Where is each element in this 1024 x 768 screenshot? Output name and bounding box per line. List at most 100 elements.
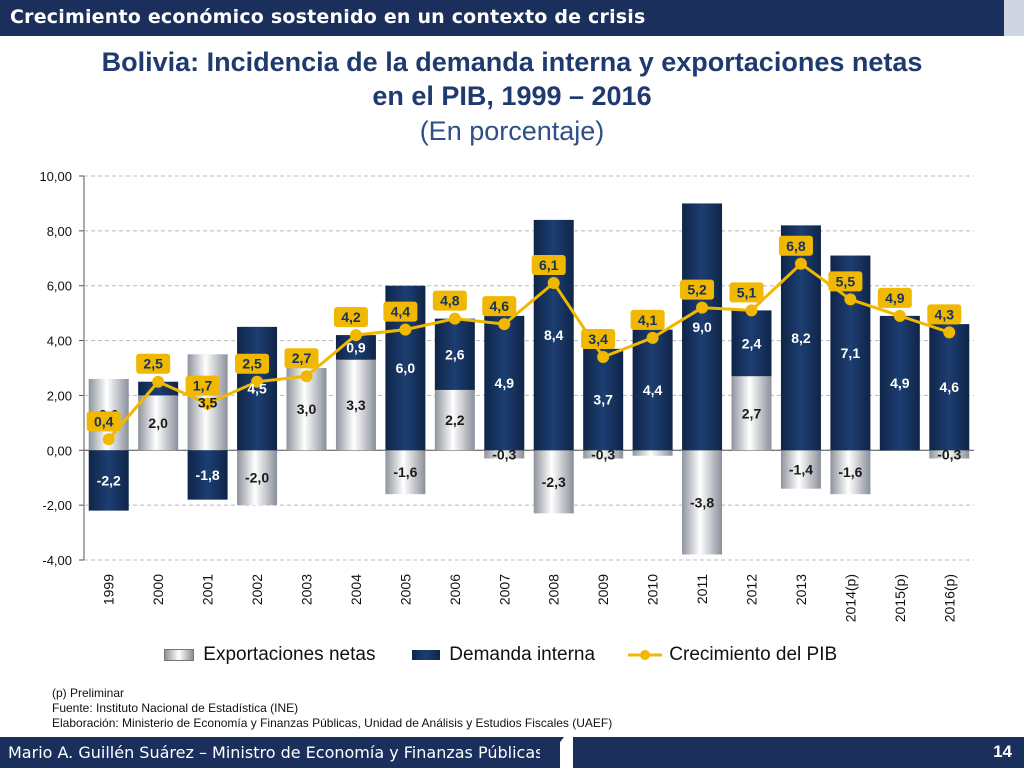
y-tick-label: 8,00	[47, 224, 72, 239]
gdp-label: 4,2	[341, 309, 361, 325]
bar-exportaciones	[830, 450, 871, 495]
y-tick-label: 6,00	[47, 279, 72, 294]
point-crecimiento-pib	[201, 397, 214, 410]
chart-notes: (p) Preliminar Fuente: Instituto Naciona…	[52, 686, 612, 731]
x-tick-label: 2013	[793, 574, 809, 605]
gdp-label-box	[531, 254, 566, 275]
legend-swatch-domestic	[412, 649, 440, 660]
point-crecimiento-pib	[745, 304, 758, 317]
gdp-label-box	[581, 329, 616, 350]
legend-label-exports: Exportaciones netas	[203, 644, 376, 665]
bar-demanda	[632, 329, 673, 451]
bar-exportaciones	[731, 376, 772, 451]
footer-author: Mario A. Guillén Suárez – Ministro de Ec…	[8, 743, 544, 762]
bar-demanda	[731, 310, 772, 377]
gdp-label: 5,1	[737, 284, 757, 300]
x-tick-label: 2004	[348, 574, 364, 605]
gdp-label: 3,4	[588, 331, 608, 347]
y-tick-label: -4,00	[42, 553, 72, 568]
page-number: 14	[993, 742, 1012, 761]
bar-exportaciones	[385, 450, 426, 495]
point-crecimiento-pib	[300, 370, 313, 383]
bar-exportaciones	[237, 450, 278, 506]
bar-exportaciones	[434, 389, 475, 451]
y-tick-label: 2,00	[47, 388, 72, 403]
banner-text: Crecimiento económico sostenido en un co…	[10, 6, 646, 28]
bar-demanda	[187, 450, 228, 500]
gdp-label: 6,8	[786, 238, 806, 254]
x-tick-label: 2005	[397, 574, 413, 605]
bar-demanda	[929, 324, 970, 451]
bar-exportaciones	[583, 450, 624, 459]
bar-exportaciones	[929, 450, 970, 459]
gdp-label: 2,5	[143, 356, 163, 372]
legend-swatch-gdp	[628, 649, 662, 660]
bar-label-exportaciones: -1,4	[789, 461, 813, 477]
bar-label-demanda: 4,4	[643, 382, 663, 398]
gdp-label: 4,1	[638, 312, 658, 328]
point-crecimiento-pib	[547, 276, 560, 289]
x-tick-label: 2010	[645, 574, 661, 605]
bar-demanda	[583, 348, 624, 451]
point-crecimiento-pib	[251, 375, 264, 388]
gdp-label-box	[136, 353, 171, 374]
x-tick-label: 2000	[150, 574, 166, 605]
bar-label-demanda: 8,2	[791, 330, 811, 346]
gdp-label-box	[86, 411, 121, 432]
bar-label-exportaciones: -3,8	[690, 494, 714, 510]
gdp-label-box	[482, 296, 517, 317]
footer-right: 14	[573, 737, 1024, 768]
point-crecimiento-pib	[844, 293, 857, 306]
x-tick-label: 2011	[694, 574, 710, 604]
x-tick-label: 2002	[249, 574, 265, 605]
x-tick-label: 2014(p)	[842, 574, 858, 622]
point-crecimiento-pib	[102, 433, 115, 446]
bar-label-exportaciones: -0,3	[937, 446, 961, 462]
gdp-label-box	[729, 282, 764, 303]
legend-label-gdp: Crecimiento del PIB	[669, 644, 838, 665]
bar-label-demanda: 4,5	[247, 381, 267, 397]
note-preliminary: (p) Preliminar	[52, 686, 125, 700]
gdp-label: 6,1	[539, 257, 559, 273]
gdp-label: 0,4	[94, 413, 114, 429]
gdp-label-box	[333, 307, 368, 328]
note-elaboration: Elaboración: Ministerio de Economía y Fi…	[52, 716, 613, 730]
gdp-label: 4,8	[440, 293, 460, 309]
bar-exportaciones	[335, 359, 376, 451]
gdp-label-box	[680, 279, 715, 300]
bar-label-demanda: 4,6	[940, 379, 960, 395]
point-crecimiento-pib	[597, 351, 610, 364]
x-tick-label: 2007	[496, 574, 512, 605]
bar-demanda	[682, 203, 723, 451]
gdp-label-box	[630, 309, 665, 330]
bar-exportaciones	[533, 450, 574, 514]
chart-title-line1: Bolivia: Incidencia de la demanda intern…	[101, 47, 923, 77]
bar-label-exportaciones: -0,3	[591, 446, 615, 462]
bar-label-exportaciones: -2,0	[245, 470, 269, 486]
bar-label-exportaciones: 3,0	[297, 401, 317, 417]
point-crecimiento-pib	[943, 326, 956, 339]
point-crecimiento-pib	[794, 257, 807, 270]
gdp-label-box	[185, 375, 220, 396]
chart-subtitle: (En porcentaje)	[419, 116, 605, 146]
gdp-label: 4,3	[935, 306, 955, 322]
point-crecimiento-pib	[696, 301, 709, 314]
gdp-label-box	[778, 235, 813, 256]
gdp-label-box	[235, 353, 270, 374]
point-crecimiento-pib	[646, 331, 659, 344]
gdp-label-box	[828, 271, 863, 292]
bar-label-demanda: 8,4	[544, 327, 564, 343]
y-tick-label: 0,00	[47, 443, 72, 458]
gdp-label: 5,2	[687, 282, 707, 298]
y-tick-label: 4,00	[47, 334, 72, 349]
legend-item-gdp: Crecimiento del PIB	[628, 644, 837, 666]
bar-exportaciones	[682, 450, 723, 555]
x-tick-label: 2016(p)	[941, 574, 957, 622]
x-tick-label: 2009	[595, 574, 611, 605]
footer-slant	[540, 737, 564, 768]
bar-label-demanda: 6,0	[396, 360, 416, 376]
point-crecimiento-pib	[399, 323, 412, 336]
bar-label-exportaciones: -0,3	[492, 446, 516, 462]
bar-label-demanda: 4,9	[890, 375, 910, 391]
x-tick-label: 2015(p)	[892, 574, 908, 622]
